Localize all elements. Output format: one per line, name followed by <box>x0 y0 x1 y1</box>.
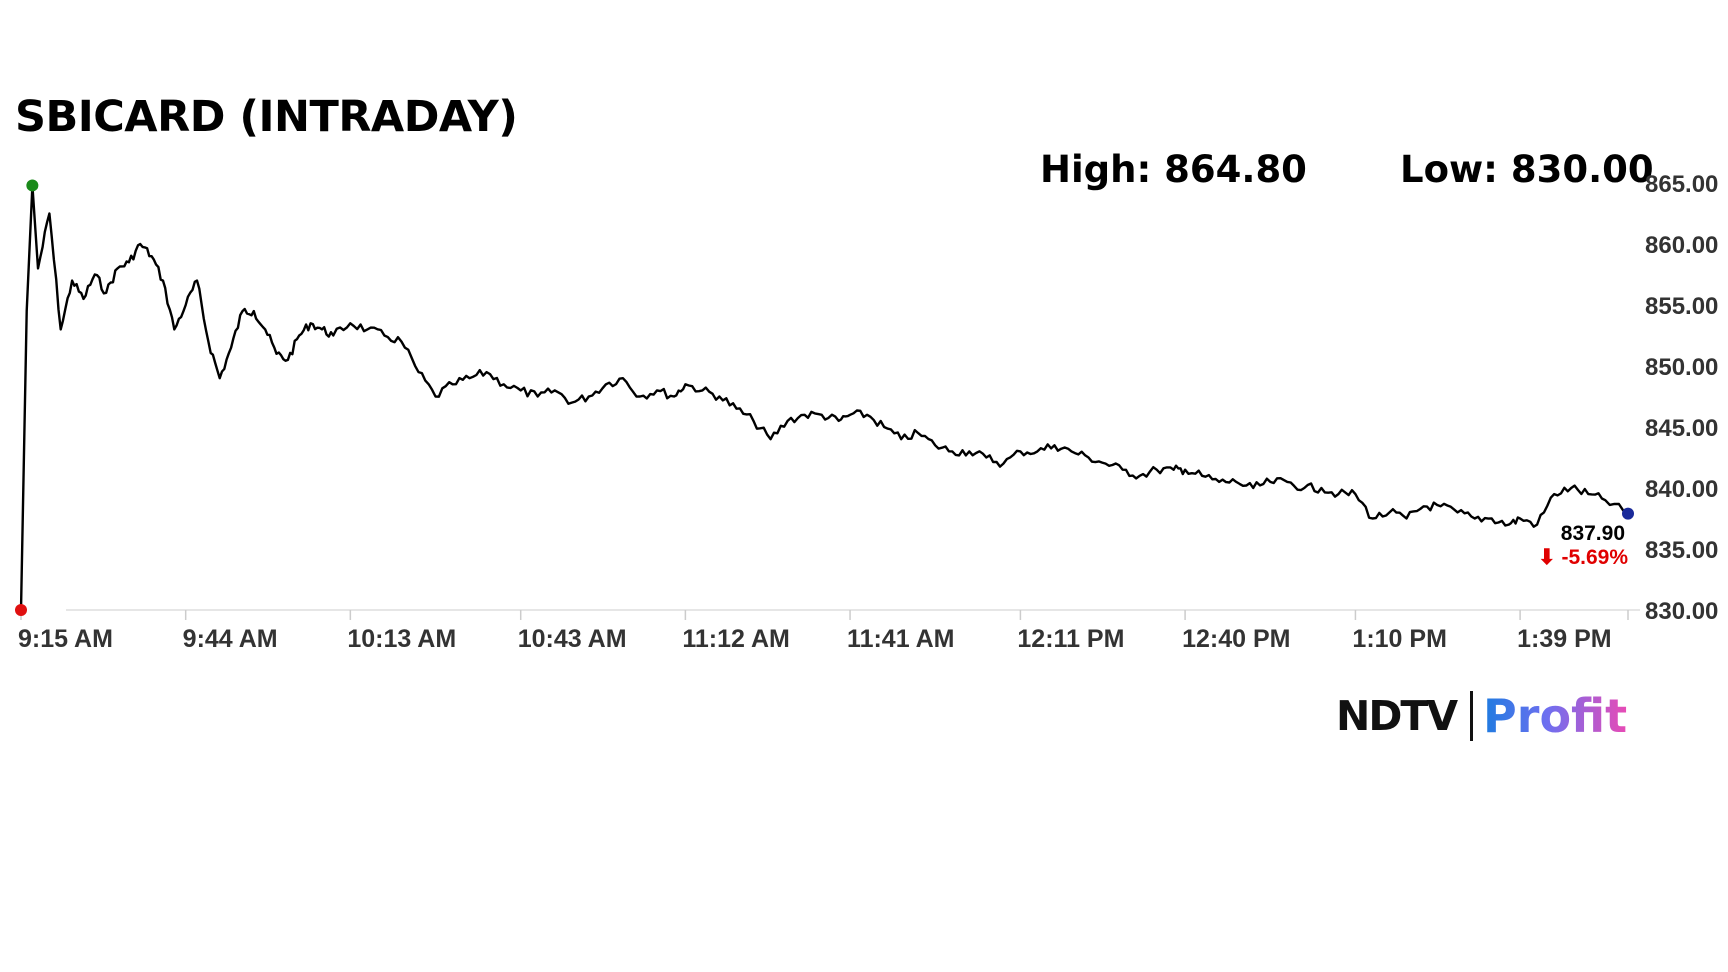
y-axis: 830.00 835.00 840.00 845.00 850.00 855.00 860.… <box>1645 171 1718 625</box>
low-label: Low: 830.00 <box>1400 148 1654 191</box>
y-tick-label: 865.00 <box>1645 171 1718 198</box>
x-tick-label: 10:43 AM <box>518 625 627 653</box>
chart-title: SBICARD (INTRADAY) <box>15 92 518 142</box>
x-tick-label: 1:10 PM <box>1352 625 1446 653</box>
y-tick-label: 840.00 <box>1645 476 1718 503</box>
y-tick-label: 835.00 <box>1645 537 1718 564</box>
x-tick-label: 10:13 AM <box>347 625 456 653</box>
x-tick-label: 1:39 PM <box>1517 625 1611 653</box>
y-tick-label: 850.00 <box>1645 354 1718 381</box>
price-line <box>19 184 1629 611</box>
x-axis: 9:15 AM 9:44 AM 10:13 AM 10:43 AM 11:12 AM 11… <box>18 609 1640 653</box>
low-marker <box>15 604 27 616</box>
x-tick-label: 11:41 AM <box>847 625 954 653</box>
high-marker <box>26 179 39 192</box>
y-tick-label: 845.00 <box>1645 415 1718 442</box>
x-tick-label: 12:40 PM <box>1182 625 1290 653</box>
logo-ndtv-text: NDTV <box>1336 692 1458 740</box>
y-tick-label: 855.00 <box>1645 293 1718 320</box>
y-tick-label: 860.00 <box>1645 232 1718 259</box>
price-chart: 830.00 835.00 840.00 845.00 850.00 855.00 860.… <box>15 171 1718 653</box>
x-tick-label: 11:12 AM <box>682 625 789 653</box>
y-tick-label: 830.00 <box>1645 598 1718 625</box>
ndtv-profit-logo: NDTV Profit <box>1336 689 1628 743</box>
high-label: High: 864.80 <box>1040 148 1307 191</box>
change-label: ⬇ -5.69% <box>1538 546 1628 569</box>
markers <box>15 179 1634 616</box>
x-tick-label: 9:15 AM <box>18 625 113 653</box>
last-price-marker <box>1622 507 1634 520</box>
x-tick-label: 12:11 PM <box>1017 625 1124 653</box>
last-price-label: 837.90 <box>1561 522 1625 545</box>
logo-separator <box>1470 691 1474 741</box>
x-tick-label: 9:44 AM <box>183 625 278 653</box>
logo-profit-text: Profit <box>1483 689 1628 743</box>
